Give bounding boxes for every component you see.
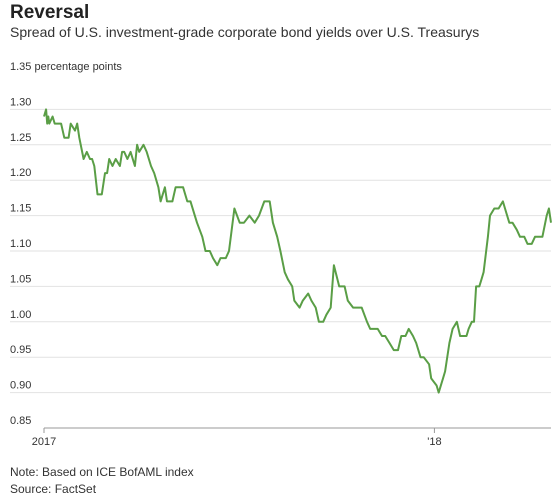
y-tick-label: 0.95	[10, 344, 31, 356]
chart-title: Reversal	[10, 2, 90, 23]
y-tick-label: 1.05	[10, 273, 31, 285]
y-tick-label: 1.10	[10, 238, 31, 250]
x-tick-label: 2017	[32, 436, 56, 448]
y-tick-label: 1.20	[10, 167, 31, 179]
y-tick-label: 0.85	[10, 415, 31, 427]
y-grid	[10, 108, 551, 394]
chart-subtitle: Spread of U.S. investment-grade corporat…	[10, 24, 480, 40]
y-tick-label: 0.90	[10, 380, 31, 392]
x-tick-label: '18	[427, 436, 441, 448]
series-line	[43, 108, 552, 394]
y-tick-label: 1.30	[10, 96, 31, 108]
y-tick-label: 1.25	[10, 132, 31, 144]
chart-source: Source: FactSet	[10, 482, 97, 496]
x-ticks: 2017 '18	[32, 428, 442, 448]
y-tick-label: 1.00	[10, 309, 31, 321]
y-tick-label: 1.35 percentage points	[10, 61, 122, 73]
y-tick-labels: 1.35 percentage points 1.30 1.25 1.20 1.15 1.…	[10, 61, 122, 427]
y-tick-label: 1.15	[10, 203, 31, 215]
chart-note: Note: Based on ICE BofAML index	[10, 465, 194, 479]
